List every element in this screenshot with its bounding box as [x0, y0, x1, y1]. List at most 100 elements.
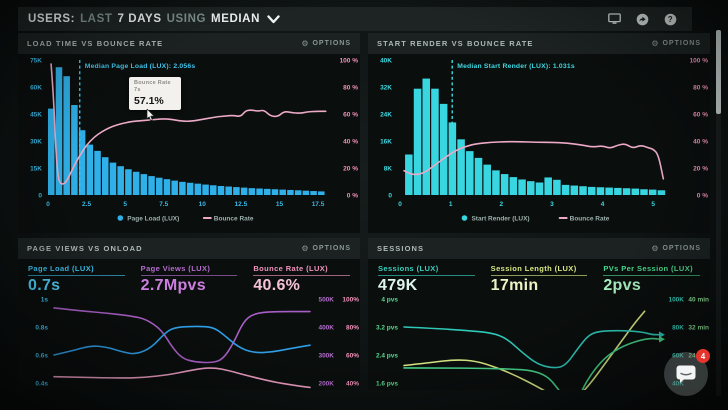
options-button[interactable]: ⚙ OPTIONS: [301, 38, 351, 48]
header-metric-label: MEDIAN: [211, 13, 260, 25]
svg-text:Start Render (LUX): Start Render (LUX): [471, 216, 529, 223]
svg-text:1s: 1s: [41, 297, 49, 304]
metric-sessions: Sessions (LUX) 479K: [378, 264, 475, 295]
svg-text:12.5: 12.5: [235, 201, 248, 208]
svg-text:40%: 40%: [346, 381, 359, 388]
svg-text:32 min: 32 min: [688, 325, 709, 332]
svg-text:80%: 80%: [346, 325, 359, 332]
svg-text:2: 2: [499, 201, 503, 208]
svg-text:0: 0: [38, 193, 42, 200]
metric-session-length: Session Length (LUX) 17min: [490, 264, 588, 295]
metric-pvs-per-session: PVs Per Session (LUX) 2pvs: [603, 264, 701, 295]
svg-text:45K: 45K: [30, 112, 42, 119]
timeframe-dropdown[interactable]: USERS: LAST 7 DAYS USING MEDIAN: [28, 13, 285, 25]
svg-text:20 %: 20 %: [693, 166, 708, 173]
gear-icon: ⚙: [301, 243, 309, 253]
svg-text:7.5: 7.5: [159, 201, 168, 208]
svg-text:0 %: 0 %: [697, 193, 708, 200]
svg-text:200K: 200K: [318, 381, 334, 388]
chat-widget-button[interactable]: 4: [664, 349, 710, 396]
svg-text:4: 4: [601, 201, 605, 208]
svg-text:60 %: 60 %: [343, 112, 358, 119]
svg-text:60K: 60K: [30, 85, 42, 92]
svg-text:40 min: 40 min: [688, 297, 709, 304]
svg-text:24K: 24K: [380, 112, 392, 119]
options-button[interactable]: ⚙ OPTIONS: [651, 38, 701, 48]
header-users-label: USERS:: [28, 13, 76, 25]
svg-text:40 %: 40 %: [693, 139, 708, 146]
svg-text:80K: 80K: [672, 325, 684, 332]
scrollbar-thumb[interactable]: [716, 30, 721, 114]
svg-text:30K: 30K: [30, 139, 42, 146]
svg-text:16K: 16K: [380, 139, 392, 146]
panel-page-views: PAGE VIEWS VS ONLOAD ⚙ OPTIONS Page Load…: [18, 238, 360, 390]
svg-text:3.2 pvs: 3.2 pvs: [376, 325, 398, 332]
panel-start-render-header: START RENDER VS BOUNCE RATE ⚙ OPTIONS: [368, 33, 710, 54]
svg-text:Bounce Rate: Bounce Rate: [570, 216, 610, 223]
header-last-label: LAST: [80, 13, 113, 25]
svg-text:4 pvs: 4 pvs: [381, 297, 398, 304]
svg-text:80 %: 80 %: [693, 85, 708, 92]
svg-text:5: 5: [651, 201, 655, 208]
svg-text:1.6 pvs: 1.6 pvs: [376, 381, 398, 388]
panel-title: SESSIONS: [377, 244, 425, 253]
svg-text:Median Page Load (LUX): 2.056s: Median Page Load (LUX): 2.056s: [85, 63, 196, 70]
header-range-label: 7 DAYS: [117, 13, 162, 25]
header-using-label: USING: [166, 13, 207, 25]
svg-text:500K: 500K: [318, 297, 334, 304]
start-render-chart[interactable]: 40K 32K 24K 16K 8K 0 100 % 80 % 60 % 40 % 20 % 0 % 0…: [368, 54, 710, 233]
panel-load-time-header: LOAD TIME VS BOUNCE RATE ⚙ OPTIONS: [18, 33, 360, 54]
panel-page-views-header: PAGE VIEWS VS ONLOAD ⚙ OPTIONS: [18, 238, 360, 259]
chat-bubble-icon: [675, 364, 697, 384]
svg-text:300K: 300K: [318, 353, 334, 360]
options-button[interactable]: ⚙ OPTIONS: [651, 243, 701, 253]
svg-text:75K: 75K: [30, 58, 42, 65]
svg-text:0.4s: 0.4s: [35, 381, 48, 388]
load-time-chart[interactable]: 75K 60K 45K 30K 15K 0 100 % 80 % 60 % 40 % 20 % 0 %…: [18, 54, 360, 233]
svg-text:60 %: 60 %: [693, 112, 708, 119]
chat-badge: 4: [696, 349, 710, 363]
page-views-chart[interactable]: 1s 0.8s 0.6s 0.4s 500K 400K 300K 200K 100% 80% 60%…: [18, 295, 360, 390]
chart-tooltip: Bounce Rate 7s 57.1%: [129, 77, 181, 111]
svg-text:100 %: 100 %: [340, 58, 359, 65]
svg-text:0: 0: [388, 193, 392, 200]
svg-text:100K: 100K: [668, 297, 684, 304]
share-icon[interactable]: [635, 12, 649, 26]
panel-sessions: SESSIONS ⚙ OPTIONS Sessions (LUX) 479K S…: [368, 238, 710, 390]
svg-text:40K: 40K: [380, 58, 392, 65]
svg-text:Median Start Render (LUX): 1.0: Median Start Render (LUX): 1.031s: [457, 63, 575, 70]
svg-text:32K: 32K: [380, 85, 392, 92]
display-icon[interactable]: [607, 12, 621, 26]
svg-text:Page Load (LUX): Page Load (LUX): [127, 216, 179, 223]
gear-icon: ⚙: [651, 243, 659, 253]
help-icon[interactable]: ?: [663, 12, 677, 26]
panel-title: LOAD TIME VS BOUNCE RATE: [27, 39, 164, 48]
metric-page-load: Page Load (LUX) 0.7s: [28, 264, 125, 295]
svg-text:40 %: 40 %: [343, 139, 358, 146]
svg-text:1: 1: [449, 201, 453, 208]
panel-title: PAGE VIEWS VS ONLOAD: [27, 244, 143, 253]
svg-text:100%: 100%: [342, 297, 359, 304]
svg-text:8K: 8K: [384, 166, 393, 173]
metrics-row: Sessions (LUX) 479K Session Length (LUX)…: [368, 259, 710, 295]
svg-text:Bounce Rate: Bounce Rate: [214, 216, 254, 223]
cursor-icon: [146, 109, 155, 121]
panel-title: START RENDER VS BOUNCE RATE: [377, 39, 534, 48]
svg-text:15K: 15K: [30, 166, 42, 173]
svg-text:100 %: 100 %: [690, 58, 709, 65]
svg-text:80 %: 80 %: [343, 85, 358, 92]
options-button[interactable]: ⚙ OPTIONS: [301, 243, 351, 253]
metric-page-views: Page Views (LUX) 2.7Mpvs: [140, 264, 238, 295]
main-header: USERS: LAST 7 DAYS USING MEDIAN ?: [18, 7, 692, 31]
svg-text:5: 5: [123, 201, 127, 208]
gear-icon: ⚙: [301, 38, 309, 48]
svg-text:400K: 400K: [318, 325, 334, 332]
svg-text:0.6s: 0.6s: [35, 353, 48, 360]
chevron-down-icon: [267, 14, 280, 24]
svg-text:0: 0: [398, 201, 402, 208]
panel-sessions-header: SESSIONS ⚙ OPTIONS: [368, 238, 710, 259]
svg-text:20 %: 20 %: [343, 166, 358, 173]
svg-text:0: 0: [46, 201, 50, 208]
